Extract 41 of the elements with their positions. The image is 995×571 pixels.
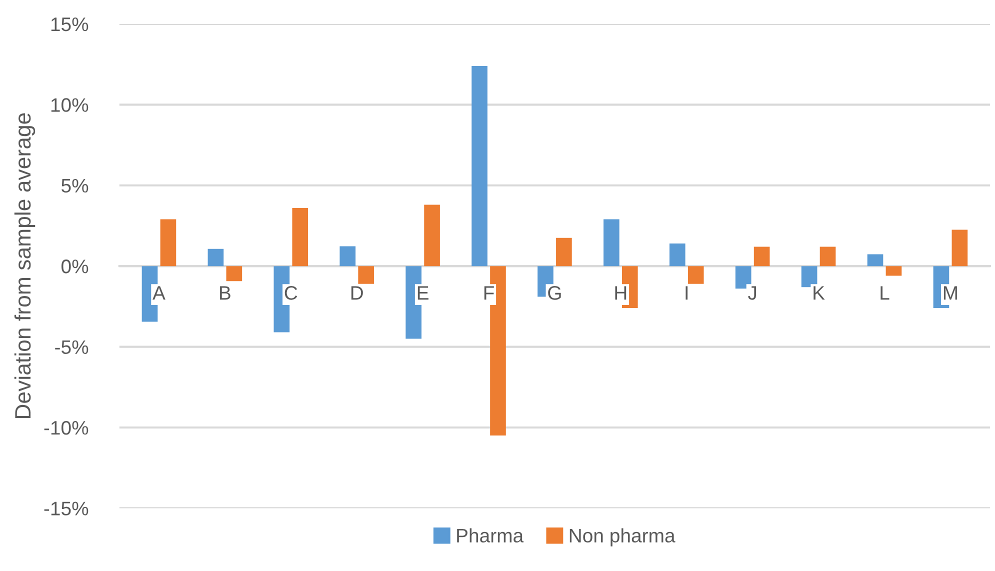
bar: [226, 266, 242, 282]
x-tick-label: B: [220, 286, 230, 300]
bar: [604, 219, 620, 266]
y-tick-label: 15%: [51, 18, 88, 32]
legend-label: Non pharma: [570, 528, 676, 546]
bar: [292, 208, 308, 266]
y-tick-label: 10%: [51, 98, 88, 112]
bar: [208, 248, 224, 266]
x-tick-label: K: [814, 286, 825, 300]
bar: [160, 219, 176, 266]
x-tick-label: A: [152, 286, 166, 300]
x-tick-label: D: [351, 286, 363, 300]
x-tick-label: E: [418, 286, 428, 300]
bar: [801, 266, 818, 288]
bar: [472, 66, 488, 266]
bar: [358, 266, 374, 284]
x-tick-label: M: [944, 286, 957, 300]
x-tick-label: G: [548, 286, 561, 300]
y-tick-label: -5%: [55, 340, 88, 354]
x-tick-label: C: [284, 286, 298, 300]
bar: [556, 238, 572, 266]
legend-label: Pharma: [457, 528, 524, 543]
bar: [340, 246, 356, 266]
x-tick-label: H: [615, 286, 626, 300]
y-tick-label: -15%: [44, 502, 88, 516]
bar: [669, 243, 686, 266]
bar: [688, 266, 704, 284]
x-tick-label: J: [748, 286, 756, 300]
bar: [952, 230, 968, 266]
y-axis-title: Deviation from sample average: [14, 113, 36, 418]
y-tick-label: -10%: [44, 420, 88, 435]
x-tick-label: I: [686, 286, 688, 300]
bar: [867, 254, 884, 266]
x-tick-label: F: [484, 286, 494, 300]
bar: [886, 266, 902, 276]
bar: [424, 204, 440, 266]
y-tick-label: 0%: [62, 260, 88, 274]
bar: [754, 246, 770, 266]
y-tick-label: 5%: [62, 178, 88, 193]
x-tick-label: L: [880, 286, 890, 300]
bar: [820, 246, 836, 266]
